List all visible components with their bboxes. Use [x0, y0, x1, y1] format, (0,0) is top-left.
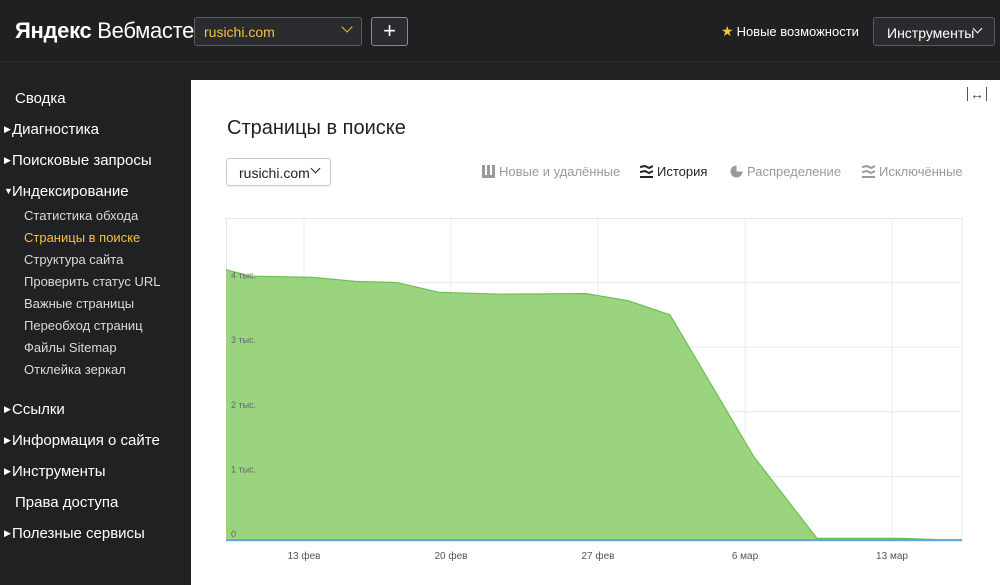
logo[interactable]: Яндекс Вебмастер	[15, 18, 206, 44]
sidebar-subitem-check-url[interactable]: Проверить статус URL	[24, 274, 161, 289]
sidebar-item-access-rights[interactable]: Права доступа	[0, 494, 118, 511]
x-tick-label: 27 фев	[581, 550, 614, 562]
x-tick-label: 13 мар	[876, 551, 908, 562]
tab-label: Исключённые	[879, 164, 963, 179]
page-title: Страницы в поиске	[227, 117, 406, 139]
sidebar-subitem-pages-in-search[interactable]: Страницы в поиске	[24, 230, 141, 245]
sidebar-item-useful-services[interactable]: ▶Полезные сервисы	[0, 525, 145, 542]
history-chart: 0 1 тыс. 2 тыс. 3 тыс. 4 тыс. 13 фев 20 фев 27 …	[226, 218, 964, 578]
y-tick-label: 3 тыс.	[231, 335, 256, 345]
sidebar-item-label: Ссылки	[12, 401, 65, 418]
logo-brand: Яндекс	[15, 18, 92, 43]
sidebar-subitem-sitemap[interactable]: Файлы Sitemap	[24, 340, 117, 355]
sidebar-item-summary[interactable]: Сводка	[0, 90, 66, 107]
tools-label: Инструменты	[887, 25, 975, 41]
y-tick-label: 4 тыс.	[231, 271, 256, 281]
y-tick-label: 2 тыс.	[231, 400, 256, 410]
sidebar-item-label: Инструменты	[12, 463, 106, 480]
sidebar-item-links[interactable]: ▶Ссылки	[0, 401, 65, 418]
history-chart-svg: 0 1 тыс. 2 тыс. 3 тыс. 4 тыс. 13 фев 20 фев 27 …	[226, 218, 963, 562]
new-features-label: Новые возможности	[736, 24, 859, 39]
sidebar-subitem-recrawl[interactable]: Переобход страниц	[24, 318, 143, 333]
site-select[interactable]: rusichi.com	[194, 17, 362, 46]
sidebar-item-label: Поисковые запросы	[12, 152, 152, 169]
stacked-lines-icon	[861, 164, 876, 178]
tab-distribution[interactable]: Распределение	[730, 164, 841, 179]
triangle-right-icon: ▶	[4, 466, 11, 476]
tab-history[interactable]: История	[639, 164, 708, 179]
sidebar-item-label: Права доступа	[15, 494, 119, 511]
sidebar-item-label: Полезные сервисы	[12, 525, 145, 542]
sidebar-subitem-crawl-stats[interactable]: Статистика обхода	[24, 208, 139, 223]
host-select[interactable]: rusichi.com	[226, 158, 331, 186]
sidebar-item-label: Информация о сайте	[12, 432, 160, 449]
sidebar-item-indexing[interactable]: ▼Индексирование	[0, 183, 129, 200]
sidebar-subitem-mirrors[interactable]: Отклейка зеркал	[24, 362, 126, 377]
site-select-value: rusichi.com	[204, 24, 275, 40]
sidebar-item-site-info[interactable]: ▶Информация о сайте	[0, 432, 160, 449]
sidebar-item-label: Диагностика	[12, 121, 99, 138]
sidebar-subitem-site-structure[interactable]: Структура сайта	[24, 252, 124, 267]
tab-label: История	[657, 164, 708, 179]
triangle-right-icon: ▶	[4, 155, 11, 165]
sidebar-item-label: Индексирование	[12, 183, 129, 200]
tab-label: Распределение	[747, 164, 842, 179]
sidebar-item-label: Сводка	[15, 90, 66, 107]
series-area	[226, 269, 962, 541]
triangle-right-icon: ▶	[4, 528, 11, 538]
stacked-lines-icon	[639, 164, 654, 178]
triangle-right-icon: ▶	[4, 435, 11, 445]
sidebar-item-tools[interactable]: ▶Инструменты	[0, 463, 106, 480]
tools-button[interactable]: Инструменты	[873, 17, 995, 46]
sidebar-subitem-important-pages[interactable]: Важные страницы	[24, 296, 135, 311]
sidebar-item-search-queries[interactable]: ▶Поисковые запросы	[0, 152, 152, 169]
y-tick-label: 1 тыс.	[231, 464, 256, 474]
x-tick-label: 20 фев	[434, 550, 467, 562]
chevron-down-icon	[341, 21, 353, 33]
bars-icon	[482, 165, 495, 178]
triangle-down-icon: ▼	[4, 186, 13, 196]
chevron-down-icon	[310, 163, 321, 174]
sidebar-item-diagnostics[interactable]: ▶Диагностика	[0, 121, 99, 138]
expand-width-icon[interactable]: ↔	[967, 87, 987, 101]
new-features-link[interactable]: ★ Новые возможности	[721, 23, 859, 40]
triangle-right-icon: ▶	[4, 404, 11, 414]
top-header: Яндекс Вебмастер rusichi.com + ★ Новые во…	[0, 0, 1000, 62]
x-tick-label: 6 мар	[732, 551, 759, 562]
pie-icon	[730, 165, 743, 178]
logo-product: Вебмастер	[97, 18, 207, 43]
tab-label: Новые и удалённые	[499, 164, 621, 179]
tab-new-removed[interactable]: Новые и удалённые	[482, 164, 620, 179]
x-tick-label: 13 фев	[287, 550, 320, 562]
y-tick-label: 0	[231, 529, 236, 539]
tab-excluded[interactable]: Исключённые	[861, 164, 963, 179]
host-select-value: rusichi.com	[239, 165, 310, 181]
add-site-button[interactable]: +	[371, 17, 408, 46]
series-line	[226, 269, 963, 541]
star-icon: ★	[721, 23, 734, 39]
triangle-right-icon: ▶	[4, 124, 11, 134]
